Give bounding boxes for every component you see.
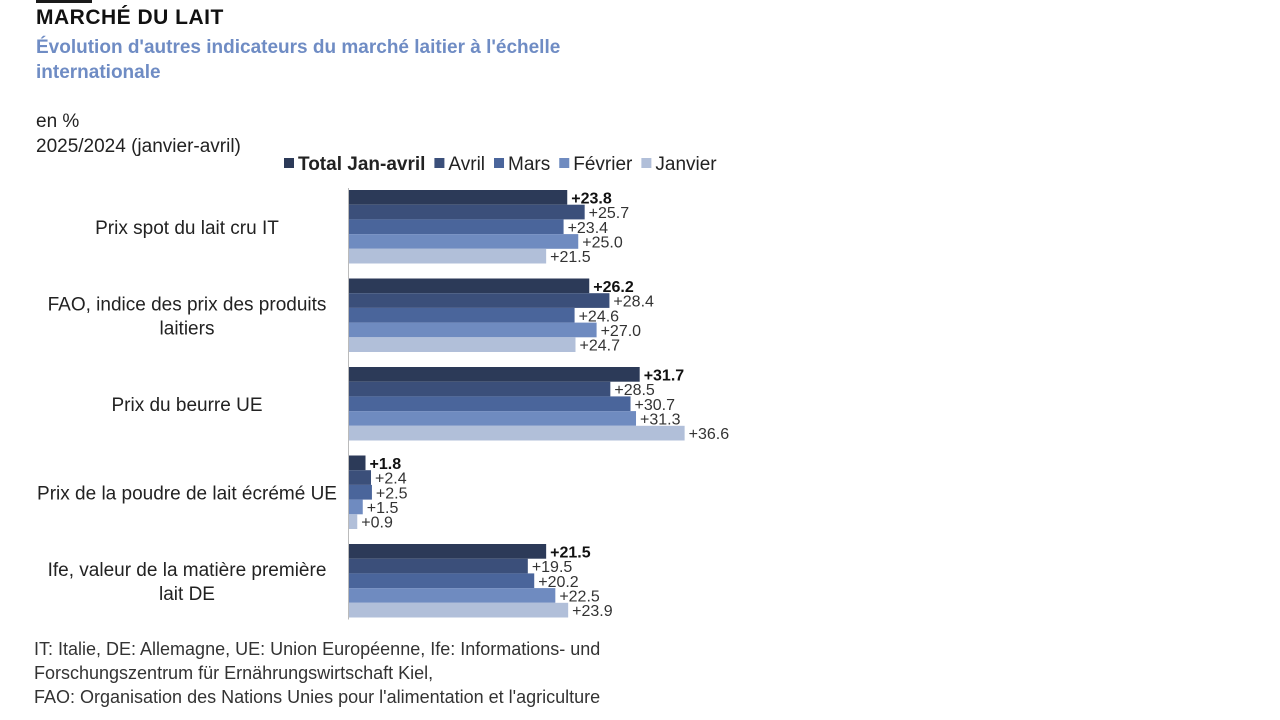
legend-swatch [559, 158, 570, 168]
top-rule [36, 0, 92, 3]
category-label: Prix spot du lait cru IT [95, 218, 279, 239]
unit-line-2: 2025/2024 (janvier-avril) [36, 136, 241, 157]
bar [349, 322, 597, 338]
value-label: +24.7 [579, 338, 620, 355]
category-label: FAO, indice des prix des produits laitier… [48, 294, 327, 339]
category-label: Ife, valeur de la matière première lait D… [48, 560, 327, 605]
value-label: +21.5 [550, 249, 591, 266]
value-label: +20.2 [538, 574, 579, 591]
value-label: +24.6 [579, 308, 620, 325]
legend-swatch [641, 158, 652, 168]
value-label: +28.5 [614, 382, 655, 399]
unit-line-1: en % [36, 111, 80, 132]
legend-item: Mars [494, 154, 550, 175]
value-label: +23.8 [571, 190, 612, 207]
legend-label: Total Jan-avril [298, 154, 425, 175]
value-label: +1.5 [367, 500, 399, 517]
legend-swatch [494, 158, 505, 168]
footnote-line-1: IT: Italie, DE: Allemagne, UE: Union Eur… [34, 639, 601, 659]
bar [349, 307, 575, 323]
bar [349, 514, 358, 529]
value-label: +25.0 [582, 234, 623, 251]
bar [349, 248, 547, 264]
bar [349, 455, 366, 471]
legend-item: Avril [434, 154, 485, 175]
value-label: +2.4 [375, 471, 407, 488]
legend-swatch [284, 158, 294, 168]
value-label: +1.8 [370, 456, 402, 473]
bar [349, 396, 631, 412]
category-label: Prix du beurre UE [111, 395, 262, 416]
bar [349, 204, 585, 220]
legend-swatch [434, 158, 445, 168]
value-label: +21.5 [550, 544, 591, 561]
bar [349, 588, 556, 603]
bar-chart: Total Jan-avril Avril Mars Février Janvier Pr… [37, 154, 730, 620]
bar [349, 219, 564, 235]
legend-item: Total Jan-avril [284, 154, 425, 175]
value-label: +27.0 [601, 323, 642, 340]
bar [349, 337, 576, 352]
legend-label: Janvier [655, 154, 717, 175]
legend-item: Février [559, 154, 633, 175]
value-label: +25.7 [589, 205, 630, 222]
chart-subtitle: Évolution d'autres indicateurs du marché… [36, 37, 561, 83]
bar [349, 190, 568, 205]
category-label: Prix de la poudre de lait écrémé UE [37, 483, 337, 504]
bar [349, 381, 611, 397]
bar [349, 411, 637, 426]
bar [349, 602, 569, 618]
bar [349, 558, 528, 574]
bar [349, 573, 535, 589]
value-label: +26.2 [593, 279, 634, 296]
value-label: +23.4 [568, 220, 609, 237]
bar [349, 234, 579, 249]
value-label: +23.9 [572, 603, 613, 620]
value-label: +31.7 [644, 367, 685, 384]
value-label: +31.3 [640, 411, 681, 428]
bar [349, 293, 610, 308]
legend-item: Janvier [641, 154, 717, 175]
legend-label: Mars [508, 154, 550, 175]
unit-label: en % 2025/2024 (janvier-avril) [36, 109, 241, 159]
page-title: MARCHÉ DU LAIT [36, 6, 224, 29]
value-label: +36.6 [689, 426, 730, 443]
value-label: +28.4 [613, 294, 654, 311]
bar [349, 367, 640, 382]
legend-label: Avril [448, 154, 485, 175]
value-label: +19.5 [532, 559, 573, 576]
bar [349, 484, 372, 500]
bar [349, 470, 372, 485]
footnote-line-3: FAO: Organisation des Nations Unies pour… [34, 687, 601, 707]
footnote-line-2: Forschungszentrum für Ernährungswirtscha… [34, 663, 434, 683]
bar [349, 278, 590, 294]
value-label: +0.9 [361, 515, 393, 532]
bar [349, 425, 685, 441]
value-label: +2.5 [376, 485, 408, 502]
value-label: +30.7 [635, 397, 676, 414]
bar [349, 499, 363, 515]
legend-label: Février [573, 154, 633, 175]
value-label: +22.5 [559, 588, 600, 605]
footnote: IT: Italie, DE: Allemagne, UE: Union Eur… [34, 637, 754, 709]
bar [349, 544, 547, 559]
